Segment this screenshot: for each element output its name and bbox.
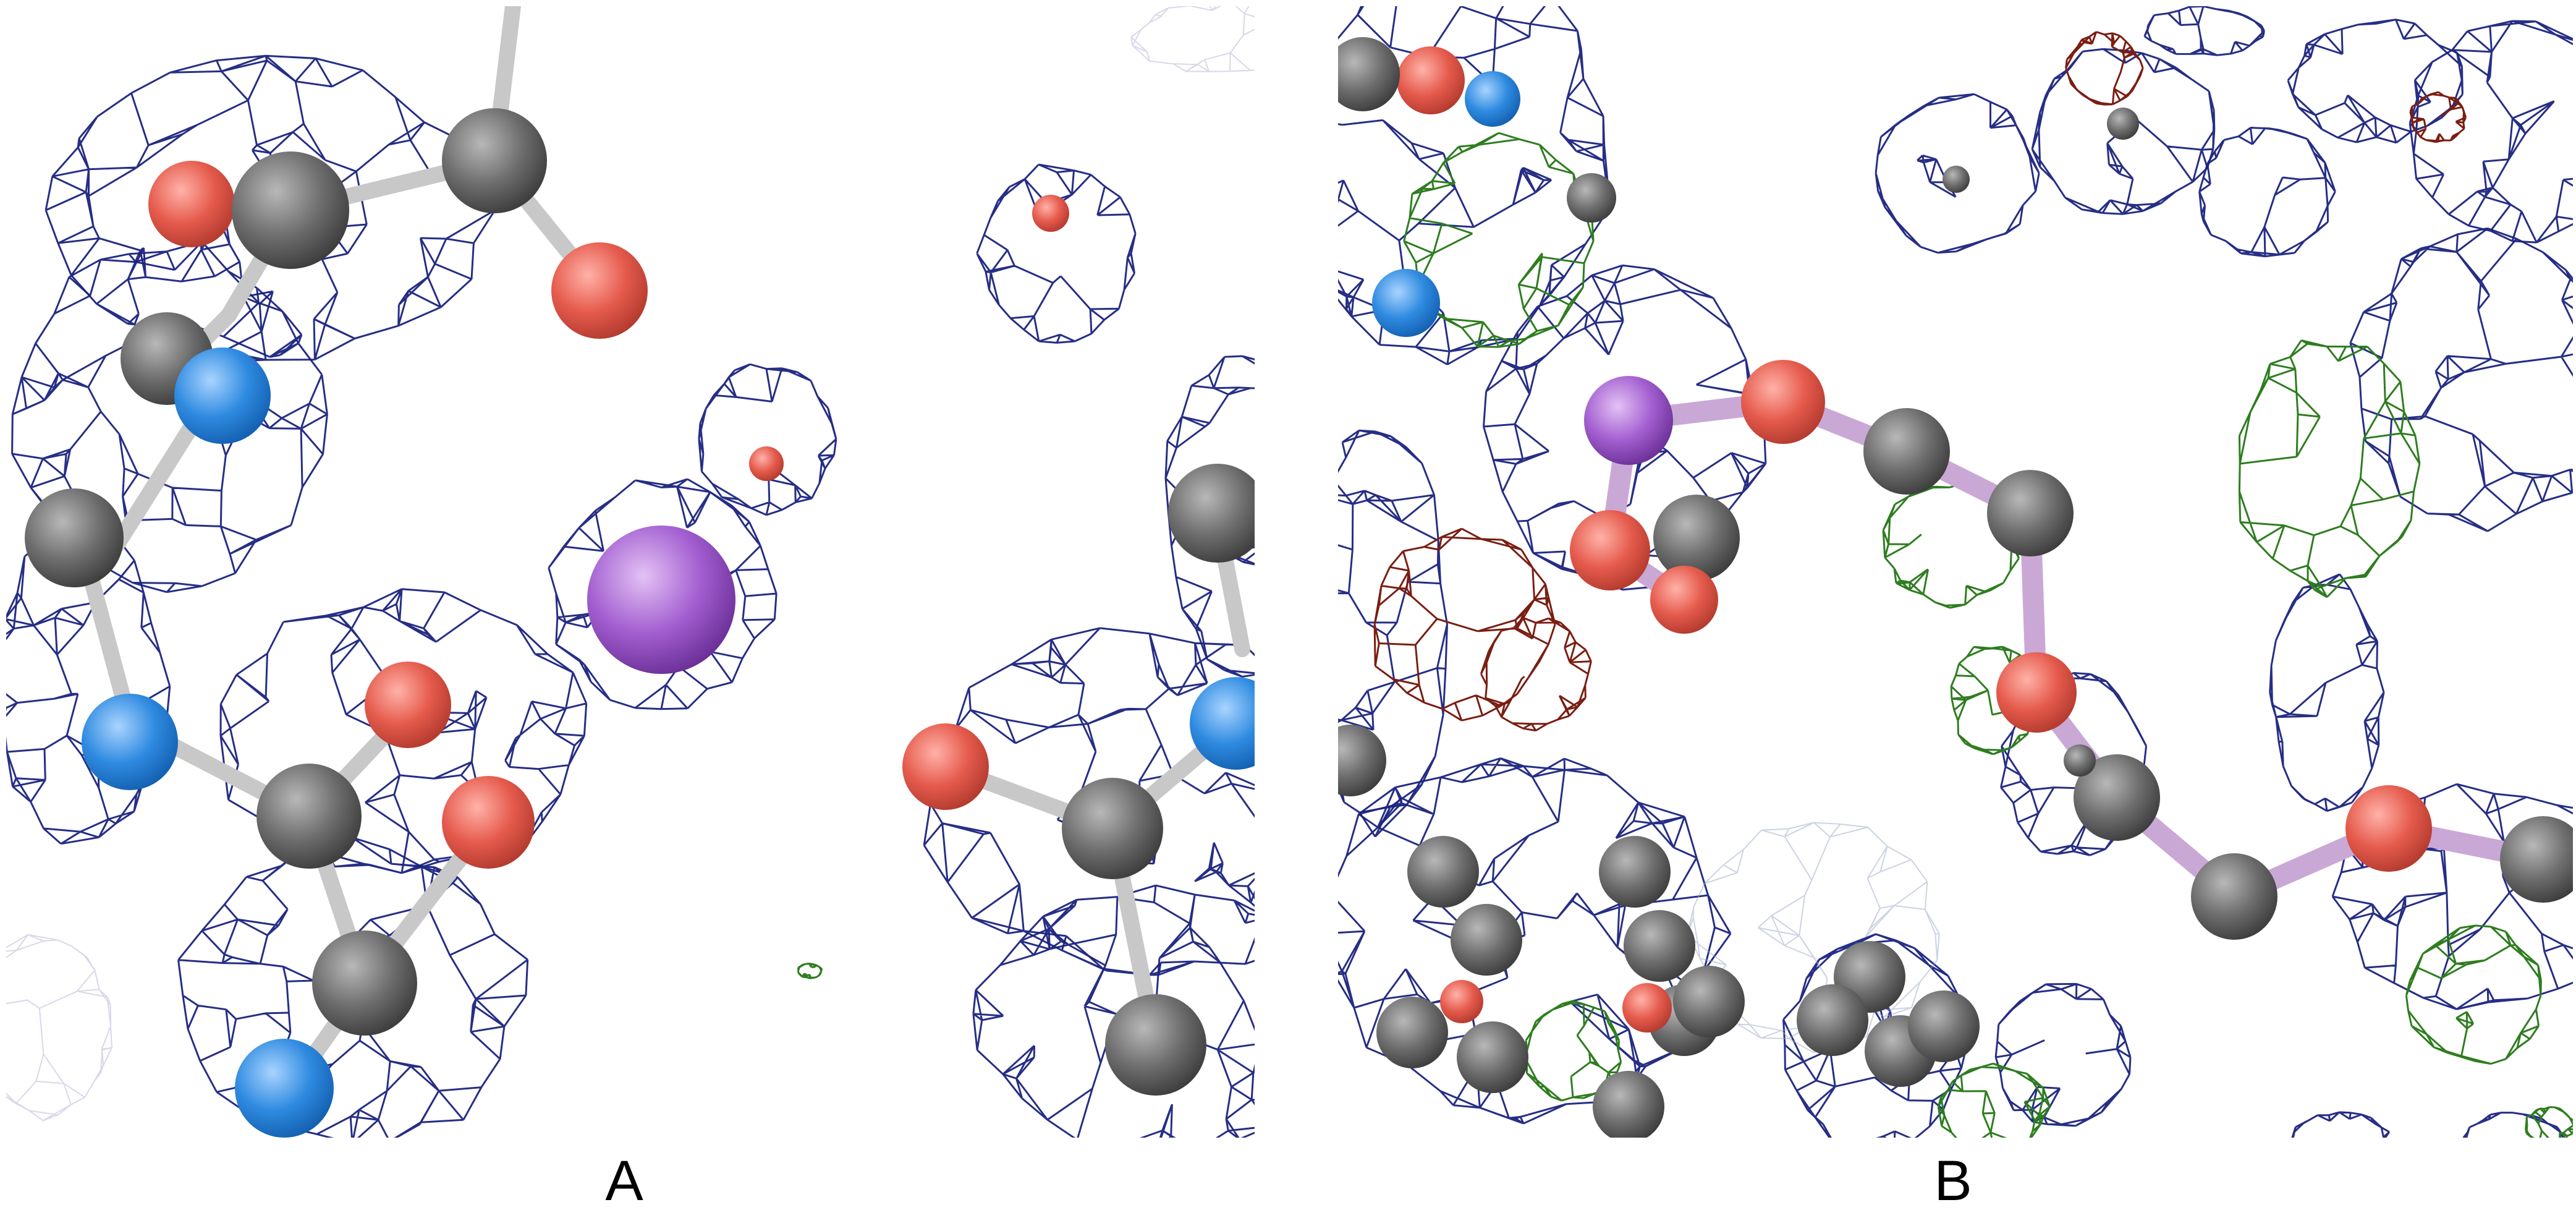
carbon-atom-b-16 bbox=[1624, 910, 1695, 982]
density-mesh-b-10 bbox=[2331, 783, 2573, 1010]
oxygen-atom-a-4 bbox=[442, 776, 535, 869]
density-mesh-b-13 bbox=[1994, 982, 2132, 1127]
density-mesh-b-2 bbox=[2031, 48, 2216, 215]
ligand-carbon-b-4 bbox=[2191, 853, 2277, 940]
ligand-oxygen-b-3 bbox=[2345, 785, 2432, 872]
carbon-atom-b-23 bbox=[1797, 984, 1868, 1056]
oxygen-atom-b-4 bbox=[1622, 983, 1672, 1033]
negative-difference-mesh-b-0 bbox=[1373, 527, 1556, 722]
ligand-oxygen-b-1 bbox=[1741, 360, 1825, 444]
density-mesh-b-15 bbox=[2291, 1111, 2391, 1138]
density-map-view-a bbox=[6, 6, 1255, 1138]
nitrogen-atom-b-2 bbox=[1372, 269, 1440, 337]
ligand-carbon-b-3 bbox=[2074, 754, 2160, 841]
density-mesh-a-2 bbox=[219, 588, 588, 874]
density-mesh-b-3 bbox=[2198, 127, 2336, 258]
water-a-1 bbox=[749, 446, 784, 481]
density-mesh-b-9 bbox=[2269, 573, 2385, 812]
panel-label-a: A bbox=[605, 1149, 643, 1212]
panel-a bbox=[6, 6, 1255, 1138]
carbon-atom-b-21 bbox=[1908, 990, 1980, 1062]
carbon-atom-b-11 bbox=[1407, 836, 1479, 908]
carbon-atom-a-7 bbox=[1062, 778, 1163, 879]
positive-difference-mesh-b-4 bbox=[2405, 924, 2542, 1065]
carbon-atom-b-15 bbox=[1599, 836, 1671, 908]
density-mesh-b-17 bbox=[2143, 6, 2265, 56]
carbon-atom-a-2 bbox=[442, 108, 547, 213]
oxygen-atom-b-5 bbox=[1440, 980, 1483, 1023]
ligand-carbon-b-2 bbox=[1987, 470, 2074, 556]
carbon-atom-a-8 bbox=[1168, 464, 1255, 563]
ligand-oxygen-b-2 bbox=[1996, 652, 2077, 733]
negative-difference-mesh-b-2 bbox=[2065, 31, 2144, 106]
carbon-atom-b-18 bbox=[1593, 1071, 1664, 1138]
density-mesh-b-4 bbox=[2287, 19, 2464, 144]
carbon-atom-a-1 bbox=[232, 151, 349, 269]
density-mesh-b-5 bbox=[2409, 20, 2573, 244]
panel-b bbox=[1338, 6, 2573, 1138]
density-mesh-b-6 bbox=[2349, 227, 2573, 532]
density-mesh-a-6 bbox=[976, 163, 1137, 344]
nitrogen-atom-a-2 bbox=[82, 694, 178, 790]
water-b-1 bbox=[1943, 166, 1970, 193]
oxygen-atom-b-2 bbox=[1650, 566, 1718, 634]
nitrogen-atom-b-1 bbox=[1465, 71, 1520, 127]
negative-difference-mesh-b-3 bbox=[2409, 91, 2467, 143]
density-mesh-a-8 bbox=[972, 884, 1255, 1138]
metal-ion-a bbox=[587, 526, 735, 674]
carbon-atom-b-10 bbox=[1338, 725, 1386, 796]
density-map-view-b bbox=[1338, 6, 2573, 1138]
water-b-2 bbox=[2107, 108, 2139, 140]
nitrogen-atom-a-1 bbox=[174, 347, 271, 444]
positive-difference-mesh-b-7 bbox=[2525, 1106, 2573, 1138]
carbon-atom-a-5 bbox=[256, 764, 362, 869]
oxygen-atom-b-1 bbox=[1570, 510, 1650, 590]
faded-mesh-a bbox=[6, 934, 112, 1122]
nitrogen-atom-a-4 bbox=[1190, 677, 1255, 770]
carbon-atom-b-3 bbox=[1567, 173, 1616, 223]
positive-difference-mesh-b-6 bbox=[1937, 1062, 2051, 1138]
carbon-atom-b-2 bbox=[1338, 37, 1400, 111]
density-mesh-a-9 bbox=[1164, 355, 1255, 678]
carbon-atom-a-9 bbox=[1105, 994, 1206, 1096]
carbon-atom-b-1 bbox=[1653, 495, 1740, 581]
nitrogen-atom-a-3 bbox=[235, 1039, 334, 1138]
negative-difference-mesh-b-1 bbox=[1480, 616, 1592, 732]
oxygen-atom-a-1 bbox=[148, 161, 235, 247]
ligand-carbon-b-1 bbox=[1863, 408, 1950, 495]
oxygen-atom-b-3 bbox=[1397, 46, 1465, 114]
oxygen-atom-a-3 bbox=[365, 662, 451, 748]
carbon-atom-b-22 bbox=[1673, 966, 1745, 1037]
carbon-atom-b-14 bbox=[1457, 1021, 1528, 1093]
green-speck-a bbox=[797, 963, 823, 979]
ligand-carbon-b-5 bbox=[2500, 816, 2573, 903]
oxygen-atom-a-5 bbox=[902, 723, 989, 810]
faded-mesh-a-top bbox=[1130, 6, 1255, 72]
carbon-atom-a-6 bbox=[312, 931, 417, 1036]
density-mesh-b-16 bbox=[2462, 1112, 2564, 1138]
positive-difference-mesh-b-1 bbox=[2238, 339, 2421, 598]
carbon-atom-a-4 bbox=[25, 488, 124, 587]
carbon-atom-b-13 bbox=[1376, 997, 1448, 1068]
oxygen-atom-a-2 bbox=[551, 242, 648, 339]
metal-ion-b bbox=[1584, 376, 1673, 465]
water-b-3 bbox=[2064, 744, 2096, 777]
density-mesh-b-14 bbox=[1338, 429, 1448, 838]
water-a-2 bbox=[1032, 195, 1069, 232]
density-mesh-a-5 bbox=[698, 363, 837, 516]
panel-label-b: B bbox=[1934, 1149, 1972, 1212]
carbon-atom-b-12 bbox=[1451, 904, 1522, 976]
